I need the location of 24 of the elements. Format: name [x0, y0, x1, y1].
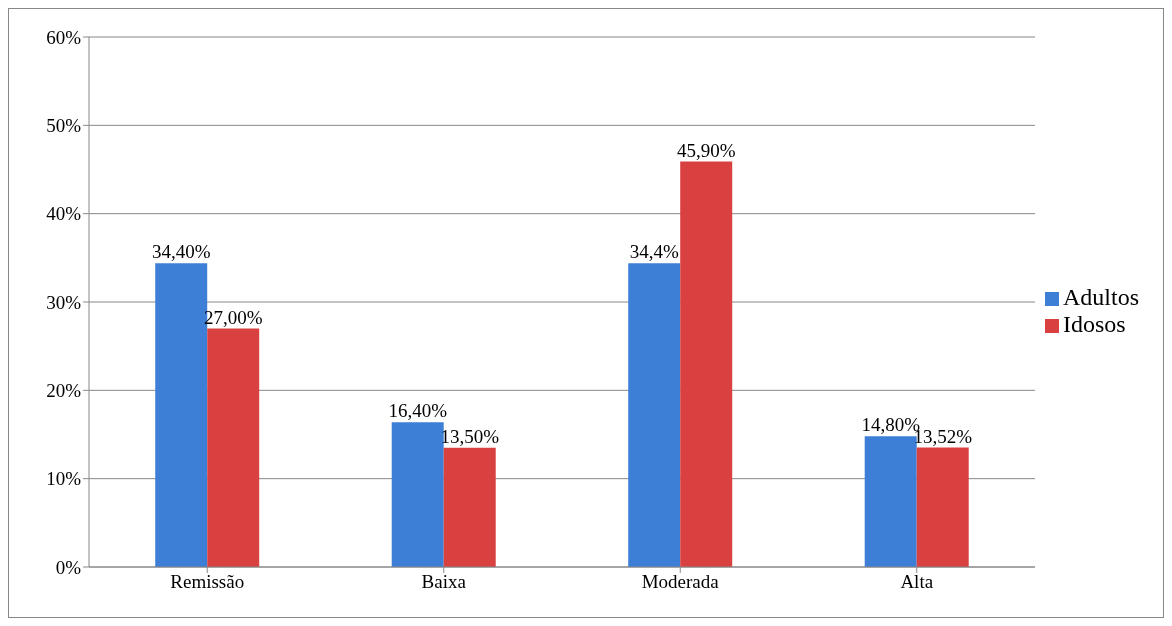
data-label: 34,40%	[151, 241, 211, 263]
x-tick-label: Remissão	[170, 571, 245, 593]
data-label: 34,4%	[629, 241, 679, 263]
y-tick-label: 0%	[55, 556, 82, 578]
y-tick-label: 50%	[46, 115, 82, 137]
y-tick-label: 60%	[46, 26, 82, 48]
bar	[864, 436, 917, 567]
x-tick-label: Moderada	[641, 571, 720, 593]
bar	[443, 447, 496, 567]
bar	[207, 328, 260, 567]
y-tick-label: 20%	[46, 380, 82, 402]
bar	[680, 161, 733, 567]
x-tick-label: Baixa	[421, 571, 467, 593]
legend-label: Adultos	[1062, 284, 1139, 310]
data-label: 45,90%	[676, 139, 736, 161]
y-tick-label: 30%	[46, 291, 82, 313]
y-tick-label: 10%	[46, 468, 82, 490]
bar	[916, 447, 969, 567]
x-tick-label: Alta	[900, 571, 934, 593]
bar	[628, 263, 681, 567]
bar	[391, 422, 444, 567]
legend-label: Idosos	[1062, 311, 1126, 337]
data-label: 16,40%	[388, 400, 448, 422]
y-tick-label: 40%	[46, 203, 82, 225]
